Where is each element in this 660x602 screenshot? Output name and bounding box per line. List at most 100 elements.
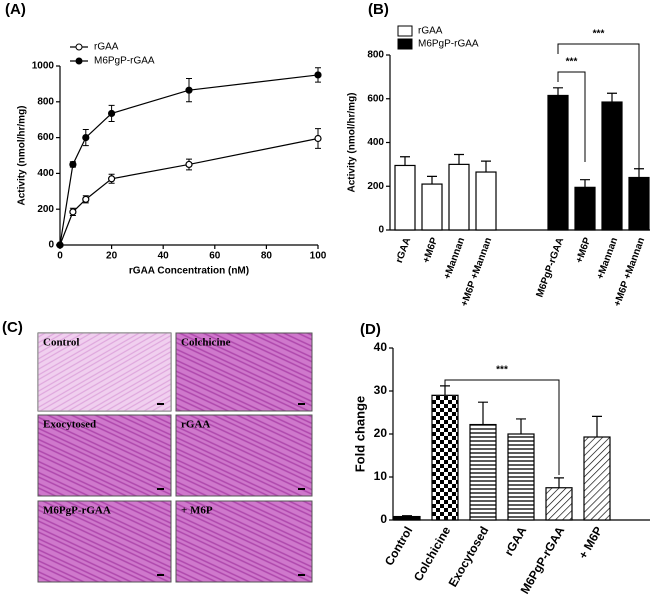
y-tick-label: 800 [367, 50, 384, 61]
y-tick-label: 800 [37, 96, 54, 107]
x-tick-label: 100 [310, 251, 327, 262]
tile-label: Exocytosed [43, 419, 96, 431]
legend-swatch [397, 38, 413, 50]
image-tile [175, 414, 313, 497]
x-tick-label: 80 [261, 251, 273, 262]
y-tick-label: 200 [37, 204, 54, 215]
data-point [82, 134, 90, 142]
y-tick-label: 0 [380, 512, 387, 526]
scale-bar [298, 403, 305, 405]
y-tick-label: 0 [378, 225, 384, 236]
x-tick-label: rGAA [394, 236, 413, 264]
bar [545, 487, 573, 521]
y-tick-label: 1000 [32, 61, 55, 72]
bar [507, 433, 535, 521]
image-tile [37, 500, 172, 583]
image-tile [37, 414, 172, 497]
legend-label: M6PgP-rGAA [94, 56, 155, 67]
significance-label: *** [566, 57, 578, 68]
scale-bar [298, 488, 305, 490]
significance-bracket [444, 379, 560, 475]
panel-label: (B) [368, 1, 389, 18]
data-point [69, 208, 77, 216]
bar [475, 171, 497, 231]
x-tick-label: Control [382, 524, 415, 568]
scale-bar [157, 488, 164, 490]
bar [421, 183, 443, 231]
x-tick-label: 40 [158, 251, 170, 262]
x-tick-label: + M6P [576, 524, 606, 561]
legend-swatch [397, 25, 413, 37]
y-tick-label: 400 [367, 137, 384, 148]
legend-marker [75, 57, 83, 65]
bar [431, 394, 459, 521]
scale-bar [157, 403, 164, 405]
bar [583, 436, 611, 521]
data-point [314, 134, 322, 143]
image-tile [37, 332, 172, 412]
legend-label: rGAA [94, 42, 119, 53]
bar [394, 164, 416, 231]
y-tick-label: 40 [374, 340, 388, 354]
x-tick-label: +M6P [421, 236, 440, 265]
y-tick-label: 600 [37, 132, 54, 143]
series-line [59, 137, 319, 246]
data-point [82, 195, 90, 203]
x-tick-label: Exocytosed [446, 524, 492, 589]
bar [628, 176, 650, 231]
x-tick-label: M6PgP-rGAA [534, 236, 566, 299]
x-tick-label: 0 [57, 251, 63, 262]
significance-bracket [557, 43, 640, 184]
image-panel: (C) Control Colchicine Exocytosed rGAA M6PgP… [2, 319, 313, 583]
bar [448, 163, 470, 231]
image-tile [175, 332, 313, 412]
legend-marker [75, 43, 83, 51]
data-point [56, 241, 64, 249]
bar [601, 101, 623, 231]
y-tick-label: 20 [374, 426, 388, 440]
scale-bar [157, 574, 164, 576]
data-point [314, 71, 322, 79]
y-tick-label: 400 [37, 168, 54, 179]
y-tick-label: 200 [367, 181, 384, 192]
y-tick-label: 0 [48, 240, 54, 251]
tile-label: rGAA [181, 419, 210, 431]
significance-label: *** [593, 29, 605, 40]
tile-label: Control [43, 337, 79, 349]
data-point [185, 160, 193, 169]
x-tick-label: +Mannan [595, 236, 620, 281]
x-tick-label: +Mannan [442, 236, 467, 281]
tile-label: M6PgP-rGAA [43, 505, 111, 517]
bar [574, 186, 596, 231]
bar [393, 515, 421, 521]
panel-label: (C) [2, 319, 23, 336]
data-point [107, 175, 116, 183]
panel-label: (A) [5, 1, 26, 18]
x-tick-label: 20 [106, 251, 118, 262]
significance-bracket [557, 71, 586, 162]
y-tick-label: 30 [374, 383, 388, 397]
significance-label: *** [496, 365, 508, 376]
x-tick-label: 60 [209, 251, 221, 262]
panel-label: (D) [360, 321, 381, 338]
x-tick-label: +M6P [574, 236, 593, 265]
x-tick-label: Colchicine [411, 524, 454, 584]
data-point [69, 160, 77, 169]
tile-label: Colchicine [181, 337, 231, 349]
tile-label: + M6P [181, 505, 213, 517]
bar [547, 94, 569, 231]
image-tile [175, 500, 313, 583]
y-tick-label: 10 [374, 469, 388, 483]
x-axis-label: rGAA Concentration (nM) [129, 266, 249, 277]
series-line [59, 74, 319, 246]
x-tick-label: rGAA [502, 524, 530, 558]
bar [469, 423, 497, 521]
image-tile-wash [38, 333, 171, 411]
scale-bar [298, 574, 305, 576]
y-axis-label: Fold change [352, 396, 367, 473]
data-point [107, 109, 116, 118]
y-tick-label: 600 [367, 93, 384, 104]
y-axis-label: Activity (nmol/hr/mg) [347, 92, 358, 192]
data-point [185, 86, 193, 94]
